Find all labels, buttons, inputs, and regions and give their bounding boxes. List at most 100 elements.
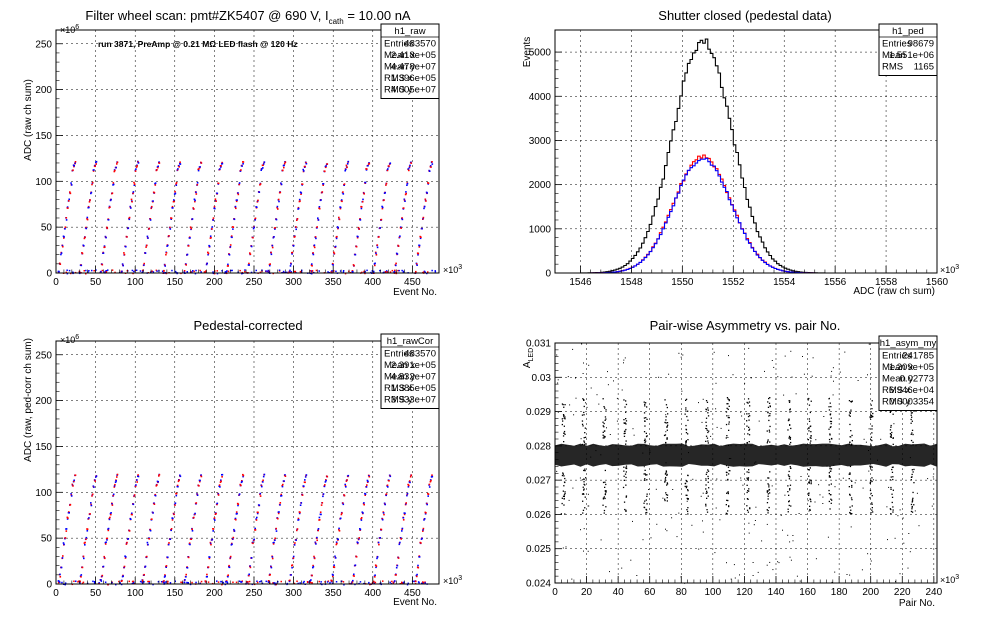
data-point bbox=[156, 169, 158, 171]
data-point bbox=[849, 465, 852, 468]
data-point bbox=[408, 480, 411, 482]
data-point bbox=[257, 199, 259, 202]
data-point bbox=[844, 351, 846, 353]
data-point bbox=[867, 553, 869, 555]
data-point bbox=[598, 403, 600, 405]
data-point bbox=[887, 539, 888, 541]
data-point bbox=[134, 170, 137, 172]
data-point bbox=[767, 412, 769, 414]
data-point bbox=[768, 397, 770, 400]
data-point bbox=[270, 251, 272, 254]
panel-raw: Filter wheel scan: pmt#ZK5407 @ 690 V, I… bbox=[23, 8, 462, 298]
data-point bbox=[366, 269, 368, 272]
data-point bbox=[151, 270, 153, 272]
data-point bbox=[382, 580, 384, 582]
data-point bbox=[623, 501, 626, 503]
y-tick-label: 2000 bbox=[529, 180, 552, 191]
data-point bbox=[754, 520, 756, 521]
data-point bbox=[320, 581, 322, 583]
data-point bbox=[62, 555, 64, 557]
data-point bbox=[645, 499, 647, 501]
data-point bbox=[649, 450, 651, 452]
data-point bbox=[849, 411, 851, 413]
data-point bbox=[685, 399, 687, 401]
data-point bbox=[604, 486, 606, 488]
data-point bbox=[583, 440, 585, 442]
data-point bbox=[602, 498, 605, 500]
data-point bbox=[830, 494, 832, 496]
data-point bbox=[671, 517, 673, 519]
data-point bbox=[666, 484, 668, 486]
data-point bbox=[910, 510, 913, 513]
data-point bbox=[179, 474, 181, 477]
data-point bbox=[422, 216, 425, 219]
data-point bbox=[685, 429, 688, 431]
data-point bbox=[221, 583, 223, 586]
data-point bbox=[733, 564, 735, 566]
data-point bbox=[68, 512, 70, 514]
data-point bbox=[829, 476, 831, 478]
data-point bbox=[624, 432, 626, 434]
data-point bbox=[230, 235, 233, 237]
data-point bbox=[848, 478, 850, 480]
data-point bbox=[768, 489, 770, 491]
y-tick-label: 4000 bbox=[529, 92, 552, 103]
data-point bbox=[912, 441, 914, 443]
data-point bbox=[808, 427, 810, 429]
data-point bbox=[216, 580, 218, 582]
data-point bbox=[69, 503, 72, 506]
data-point bbox=[66, 272, 69, 275]
data-point bbox=[262, 164, 264, 166]
data-point bbox=[224, 271, 227, 273]
data-point bbox=[101, 574, 104, 577]
x-tick-label: 140 bbox=[768, 587, 785, 598]
data-point bbox=[154, 184, 157, 186]
data-point bbox=[297, 207, 300, 210]
data-point bbox=[426, 503, 428, 506]
data-point bbox=[768, 402, 771, 404]
data-point bbox=[265, 270, 267, 272]
data-point bbox=[808, 427, 810, 430]
data-point bbox=[869, 482, 871, 484]
data-point bbox=[870, 465, 872, 467]
data-point bbox=[89, 513, 91, 515]
data-point bbox=[706, 492, 708, 494]
data-point bbox=[625, 411, 627, 413]
data-point bbox=[814, 501, 816, 503]
data-point bbox=[890, 424, 892, 427]
data-point bbox=[235, 581, 238, 584]
data-point bbox=[604, 436, 606, 438]
stats-row-value: 98679 bbox=[908, 39, 934, 50]
data-point bbox=[408, 169, 410, 172]
data-point bbox=[195, 502, 198, 504]
data-point bbox=[707, 481, 709, 483]
data-point bbox=[656, 523, 658, 525]
data-point bbox=[114, 483, 116, 486]
data-point bbox=[425, 512, 427, 514]
data-point bbox=[183, 581, 186, 584]
data-point bbox=[238, 183, 241, 186]
data-point bbox=[708, 487, 710, 489]
data-point bbox=[863, 438, 865, 440]
data-point bbox=[848, 486, 850, 488]
data-point bbox=[787, 429, 789, 431]
data-point bbox=[848, 414, 850, 416]
data-point bbox=[808, 481, 810, 483]
data-point bbox=[358, 228, 360, 230]
data-point bbox=[125, 245, 127, 248]
data-point bbox=[415, 270, 417, 273]
data-point bbox=[88, 201, 91, 203]
data-point bbox=[61, 557, 64, 559]
data-point bbox=[295, 226, 297, 228]
data-point bbox=[262, 475, 265, 478]
data-point bbox=[185, 573, 187, 576]
data-point bbox=[61, 581, 63, 584]
data-point bbox=[237, 193, 240, 196]
data-point bbox=[623, 362, 624, 364]
data-point bbox=[183, 270, 186, 272]
data-point bbox=[336, 235, 338, 238]
data-point bbox=[260, 580, 262, 582]
data-point bbox=[707, 407, 709, 409]
data-point bbox=[318, 270, 320, 272]
data-point bbox=[63, 236, 65, 238]
